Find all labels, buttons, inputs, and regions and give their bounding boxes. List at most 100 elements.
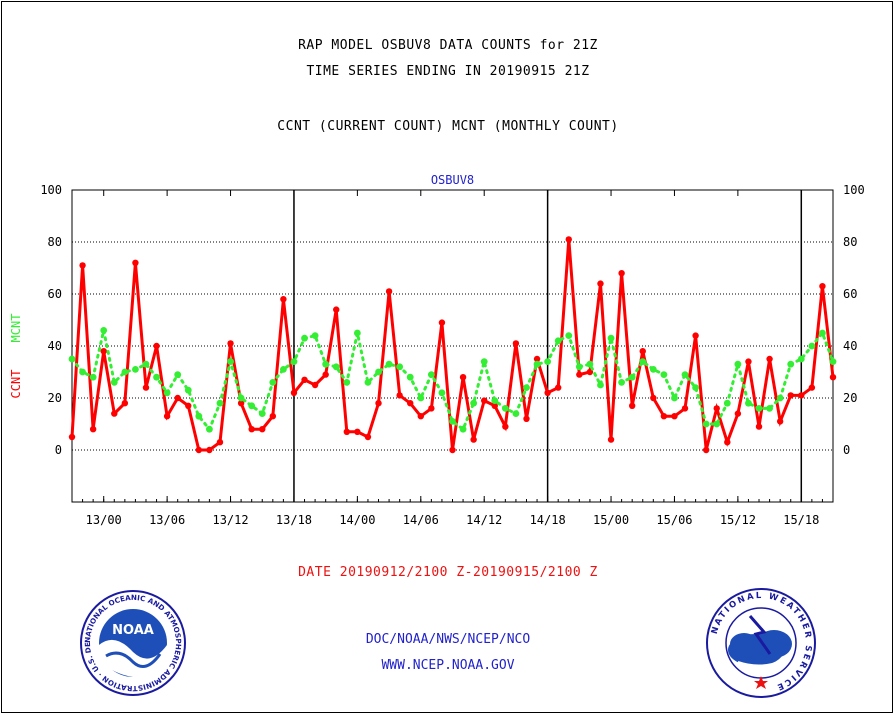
data-point-ccnt bbox=[79, 262, 86, 269]
data-point-ccnt bbox=[428, 405, 435, 412]
data-point-ccnt bbox=[280, 296, 287, 303]
data-point-mcnt bbox=[491, 397, 499, 404]
data-point-ccnt bbox=[459, 374, 467, 381]
x-tick-label: 13/12 bbox=[212, 513, 248, 527]
data-point-ccnt bbox=[544, 389, 551, 396]
x-tick-label: 15/12 bbox=[720, 513, 756, 527]
data-point-ccnt bbox=[89, 426, 97, 433]
data-point-mcnt bbox=[713, 420, 721, 428]
data-point-ccnt bbox=[364, 433, 372, 441]
data-point-ccnt bbox=[259, 426, 266, 433]
x-tick-label: 15/06 bbox=[656, 513, 692, 527]
chart-title-line-1: RAP MODEL OSBUV8 DATA COUNTS for 21Z bbox=[298, 38, 598, 53]
x-tick-label: 14/06 bbox=[403, 513, 439, 527]
data-point-mcnt bbox=[702, 420, 710, 428]
data-point-mcnt bbox=[586, 360, 594, 368]
data-point-ccnt bbox=[533, 355, 541, 363]
data-point-ccnt bbox=[237, 400, 245, 407]
y-tick-label-left: 60 bbox=[48, 287, 62, 301]
data-point-mcnt bbox=[512, 410, 520, 417]
y-axis-label-ccnt: CCNT bbox=[9, 370, 23, 399]
data-point-ccnt bbox=[787, 392, 794, 399]
data-point-mcnt bbox=[269, 379, 277, 386]
data-point-ccnt bbox=[153, 342, 160, 350]
data-point-ccnt bbox=[724, 439, 731, 446]
data-point-mcnt bbox=[544, 358, 552, 365]
data-point-mcnt bbox=[417, 394, 425, 402]
data-point-ccnt bbox=[586, 368, 594, 376]
data-point-ccnt bbox=[100, 348, 107, 355]
data-point-ccnt bbox=[322, 371, 329, 378]
data-point-ccnt bbox=[121, 400, 129, 407]
data-point-ccnt bbox=[216, 439, 224, 446]
data-point-mcnt bbox=[671, 394, 678, 402]
data-point-mcnt bbox=[459, 425, 467, 433]
y-tick-label-left: 0 bbox=[55, 443, 62, 457]
data-point-mcnt bbox=[163, 389, 171, 397]
x-tick-label: 15/00 bbox=[593, 513, 629, 527]
data-point-mcnt bbox=[237, 394, 245, 402]
nws-logo[interactable]: NATIONAL WEATHER SERVICE bbox=[706, 588, 816, 698]
data-point-mcnt bbox=[258, 410, 266, 417]
data-point-ccnt bbox=[290, 389, 298, 396]
data-point-mcnt bbox=[829, 358, 837, 365]
data-point-ccnt bbox=[597, 280, 604, 287]
data-point-mcnt bbox=[745, 399, 752, 407]
data-point-ccnt bbox=[396, 392, 403, 399]
data-point-mcnt bbox=[692, 384, 699, 391]
data-point-ccnt bbox=[502, 423, 509, 430]
data-point-mcnt bbox=[248, 402, 256, 410]
data-point-ccnt bbox=[650, 394, 657, 402]
data-point-ccnt bbox=[766, 355, 773, 363]
data-point-ccnt bbox=[681, 405, 689, 412]
data-point-ccnt bbox=[618, 270, 625, 277]
chart-title-line-3: CCNT (CURRENT COUNT) MCNT (MONTHLY COUNT… bbox=[277, 119, 619, 134]
data-point-ccnt bbox=[311, 381, 319, 389]
data-point-mcnt bbox=[227, 358, 234, 365]
data-point-ccnt bbox=[512, 340, 520, 347]
website-link[interactable]: WWW.NCEP.NOAA.GOV bbox=[381, 658, 515, 673]
data-point-mcnt bbox=[396, 363, 404, 371]
data-point-ccnt bbox=[343, 428, 351, 435]
data-point-mcnt bbox=[79, 368, 86, 376]
org-path-link[interactable]: DOC/NOAA/NWS/NCEP/NCO bbox=[365, 632, 531, 647]
data-point-ccnt bbox=[185, 402, 192, 409]
data-point-mcnt bbox=[438, 389, 446, 397]
data-point-ccnt bbox=[142, 384, 150, 391]
data-point-mcnt bbox=[565, 332, 573, 339]
data-point-mcnt bbox=[607, 334, 615, 342]
data-point-ccnt bbox=[68, 433, 76, 441]
data-point-mcnt bbox=[618, 379, 626, 386]
data-point-ccnt bbox=[195, 446, 203, 454]
y-tick-label-right: 20 bbox=[843, 391, 857, 405]
data-point-ccnt bbox=[407, 400, 414, 407]
data-point-ccnt bbox=[417, 413, 424, 420]
data-point-ccnt bbox=[576, 371, 583, 378]
x-tick-label: 14/00 bbox=[339, 513, 375, 527]
data-point-mcnt bbox=[322, 360, 330, 368]
data-point-mcnt bbox=[723, 399, 731, 407]
noaa-logo[interactable]: NATIONAL OCEANIC AND ATMOSPHERIC ADMINIS… bbox=[80, 590, 186, 696]
data-point-mcnt bbox=[523, 384, 530, 391]
y-tick-label-left: 80 bbox=[48, 235, 62, 249]
data-point-ccnt bbox=[523, 415, 530, 422]
data-point-mcnt bbox=[681, 371, 689, 378]
data-point-ccnt bbox=[554, 384, 562, 391]
data-point-mcnt bbox=[121, 368, 129, 376]
data-point-ccnt bbox=[375, 400, 382, 407]
data-point-mcnt bbox=[597, 381, 604, 389]
data-point-ccnt bbox=[470, 436, 477, 443]
y-tick-label-left: 20 bbox=[48, 391, 62, 405]
data-point-ccnt bbox=[639, 348, 646, 355]
y-tick-label-right: 60 bbox=[843, 287, 857, 301]
data-point-mcnt bbox=[89, 373, 97, 381]
data-point-mcnt bbox=[174, 371, 182, 378]
data-point-mcnt bbox=[332, 363, 340, 371]
x-tick-label: 13/18 bbox=[276, 513, 312, 527]
station-label: OSBUV8 bbox=[431, 173, 474, 187]
data-point-ccnt bbox=[734, 410, 742, 417]
data-point-mcnt bbox=[797, 355, 805, 363]
chart-title-line-2: TIME SERIES ENDING IN 20190915 21Z bbox=[306, 64, 590, 79]
